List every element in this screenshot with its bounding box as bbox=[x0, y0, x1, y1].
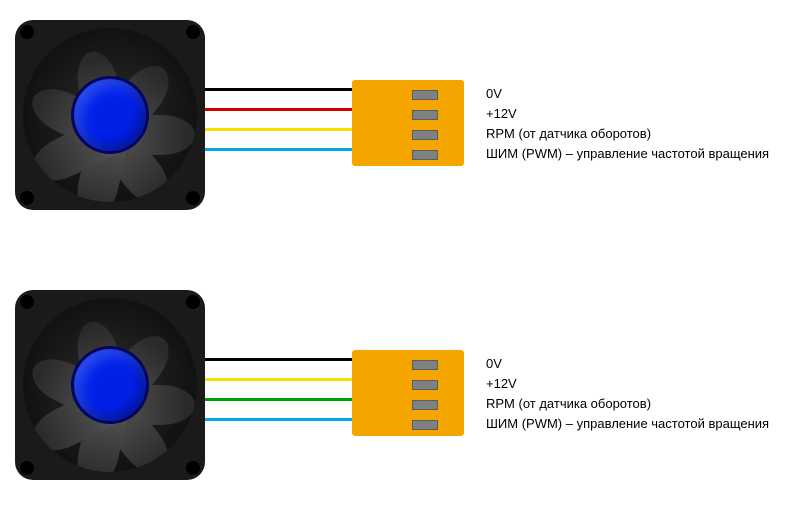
fan-icon bbox=[15, 20, 205, 210]
connector-icon bbox=[352, 350, 464, 436]
pin-label: ШИМ (PWM) – управление частотой вращения bbox=[486, 414, 769, 434]
pin-label: 0V bbox=[486, 354, 769, 374]
wire bbox=[205, 378, 355, 381]
connector-pin bbox=[412, 400, 438, 410]
fan-icon bbox=[15, 290, 205, 480]
pin-label: +12V bbox=[486, 374, 769, 394]
fan-hub bbox=[71, 76, 149, 154]
connector-pin bbox=[412, 150, 438, 160]
connector-pin bbox=[412, 90, 438, 100]
wire bbox=[205, 108, 355, 111]
pin-label: RPM (от датчика оборотов) bbox=[486, 124, 769, 144]
connector-pin bbox=[412, 380, 438, 390]
wire bbox=[205, 398, 355, 401]
wire bbox=[205, 128, 355, 131]
connector-icon bbox=[352, 80, 464, 166]
pin-label: RPM (от датчика оборотов) bbox=[486, 394, 769, 414]
pin-label: +12V bbox=[486, 104, 769, 124]
pin-labels: 0V +12V RPM (от датчика оборотов) ШИМ (P… bbox=[486, 354, 769, 434]
wire bbox=[205, 88, 355, 91]
connector-pin bbox=[412, 420, 438, 430]
pin-label: ШИМ (PWM) – управление частотой вращения bbox=[486, 144, 769, 164]
wire bbox=[205, 148, 355, 151]
wire bbox=[205, 358, 355, 361]
wire bbox=[205, 418, 355, 421]
fan-connector-row: 0V +12V RPM (от датчика оборотов) ШИМ (P… bbox=[0, 290, 800, 490]
connector-pin bbox=[412, 130, 438, 140]
connector-pin bbox=[412, 360, 438, 370]
pin-label: 0V bbox=[486, 84, 769, 104]
pin-labels: 0V +12V RPM (от датчика оборотов) ШИМ (P… bbox=[486, 84, 769, 164]
connector-pin bbox=[412, 110, 438, 120]
fan-connector-row: 0V +12V RPM (от датчика оборотов) ШИМ (P… bbox=[0, 20, 800, 220]
fan-hub bbox=[71, 346, 149, 424]
